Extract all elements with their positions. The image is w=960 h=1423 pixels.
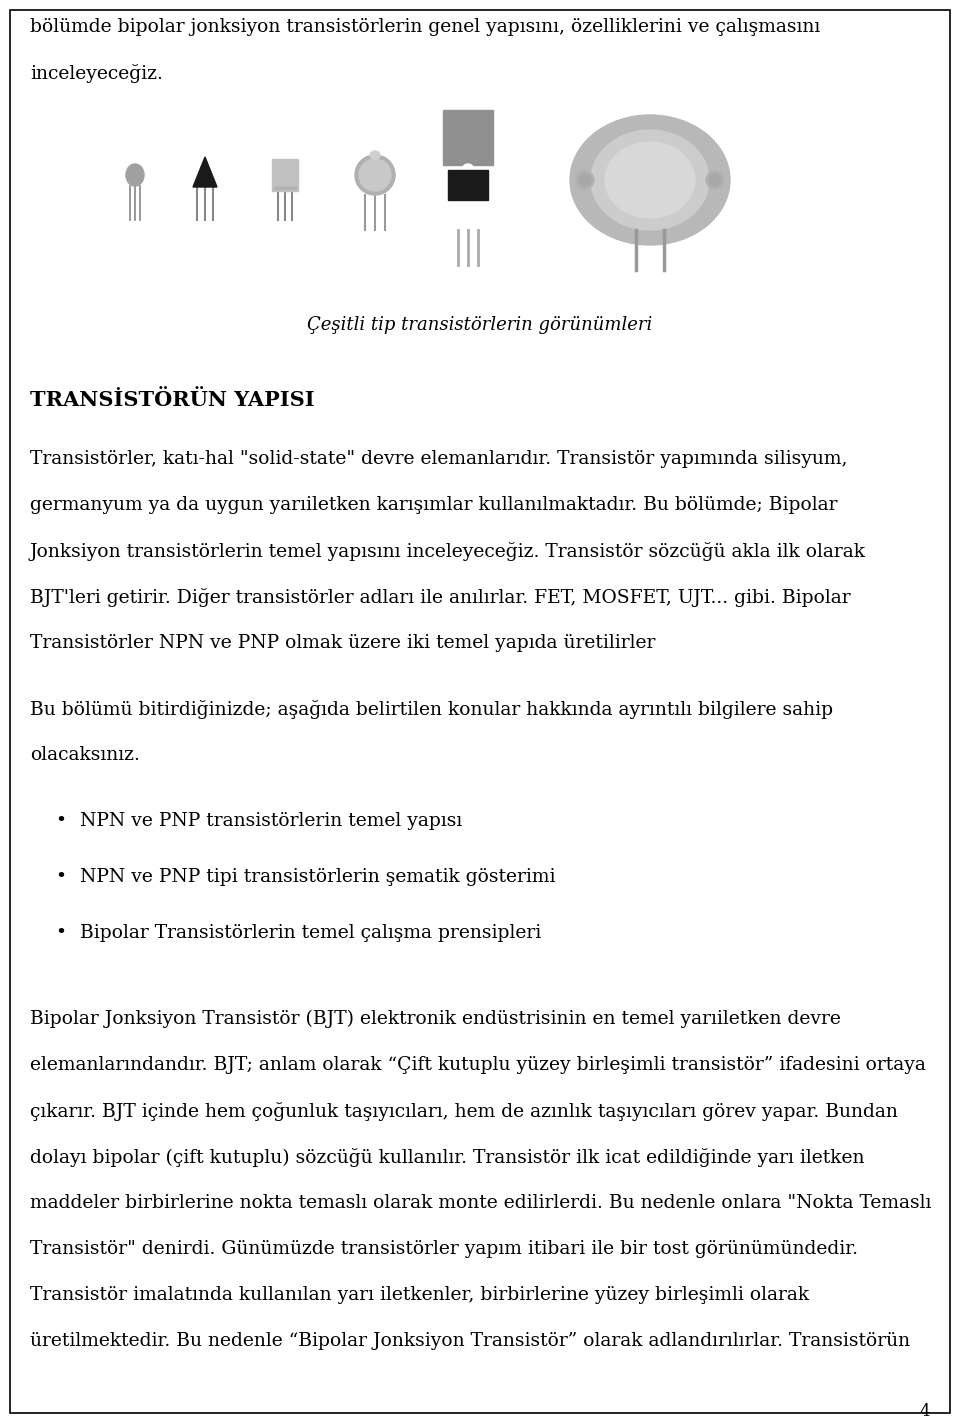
Text: Transistörler NPN ve PNP olmak üzere iki temel yapıda üretilirler: Transistörler NPN ve PNP olmak üzere iki… — [30, 635, 656, 652]
Text: Bu bölümü bitirdiğinizde; aşağıda belirtilen konular hakkında ayrıntılı bilgiler: Bu bölümü bitirdiğinizde; aşağıda belirt… — [30, 700, 833, 719]
Text: NPN ve PNP transistörlerin temel yapısı: NPN ve PNP transistörlerin temel yapısı — [80, 813, 463, 830]
Polygon shape — [193, 157, 217, 186]
Bar — [274, 186, 296, 189]
Ellipse shape — [126, 164, 144, 186]
Text: •: • — [55, 868, 66, 887]
Text: Çeşitli tip transistörlerin görünümleri: Çeşitli tip transistörlerin görünümleri — [307, 316, 653, 334]
Ellipse shape — [576, 171, 594, 189]
Bar — [272, 159, 298, 191]
Text: TRANSİSTÖRÜN YAPISI: TRANSİSTÖRÜN YAPISI — [30, 390, 315, 410]
Text: bölümde bipolar jonksiyon transistörlerin genel yapısını, özelliklerini ve çalış: bölümde bipolar jonksiyon transistörleri… — [30, 18, 820, 36]
Text: Bipolar Transistörlerin temel çalışma prensipleri: Bipolar Transistörlerin temel çalışma pr… — [80, 924, 541, 942]
Ellipse shape — [709, 174, 721, 186]
Ellipse shape — [355, 155, 395, 195]
Bar — [443, 110, 493, 165]
Text: maddeler birbirlerine nokta temaslı olarak monte edilirlerdi. Bu nedenle onlara : maddeler birbirlerine nokta temaslı olar… — [30, 1194, 931, 1212]
Text: BJT'leri getirir. Diğer transistörler adları ile anılırlar. FET, MOSFET, UJT... : BJT'leri getirir. Diğer transistörler ad… — [30, 588, 851, 608]
Ellipse shape — [605, 142, 695, 218]
Text: Transistör" denirdi. Günümüzde transistörler yapım itibari ile bir tost görünümü: Transistör" denirdi. Günümüzde transistö… — [30, 1239, 858, 1258]
Text: •: • — [55, 813, 66, 830]
Text: dolayı bipolar (çift kutuplu) sözcüğü kullanılır. Transistör ilk icat edildiğind: dolayı bipolar (çift kutuplu) sözcüğü ku… — [30, 1148, 865, 1167]
Ellipse shape — [462, 164, 474, 176]
Text: Jonksiyon transistörlerin temel yapısını inceleyeceğiz. Transistör sözcüğü akla : Jonksiyon transistörlerin temel yapısını… — [30, 542, 866, 561]
Ellipse shape — [706, 171, 724, 189]
Ellipse shape — [591, 129, 709, 231]
Text: elemanlarındandır. BJT; anlam olarak “Çift kutuplu yüzey birleşimli transistör” : elemanlarındandır. BJT; anlam olarak “Çi… — [30, 1056, 925, 1074]
Ellipse shape — [570, 115, 730, 245]
Text: germanyum ya da uygun yarıiletken karışımlar kullanılmaktadır. Bu bölümde; Bipol: germanyum ya da uygun yarıiletken karışı… — [30, 497, 837, 514]
Text: çıkarır. BJT içinde hem çoğunluk taşıyıcıları, hem de azınlık taşıyıcıları görev: çıkarır. BJT içinde hem çoğunluk taşıyıc… — [30, 1101, 898, 1121]
Bar — [448, 169, 488, 201]
Text: olacaksınız.: olacaksınız. — [30, 746, 140, 764]
Text: •: • — [55, 924, 66, 942]
Ellipse shape — [359, 159, 391, 191]
Text: inceleyeceğiz.: inceleyeceğiz. — [30, 64, 163, 83]
Text: Transistör imalatında kullanılan yarı iletkenler, birbirlerine yüzey birleşimli : Transistör imalatında kullanılan yarı il… — [30, 1286, 809, 1303]
Text: NPN ve PNP tipi transistörlerin şematik gösterimi: NPN ve PNP tipi transistörlerin şematik … — [80, 868, 556, 887]
Text: Transistörler, katı-hal "solid-state" devre elemanlarıdır. Transistör yapımında : Transistörler, katı-hal "solid-state" de… — [30, 450, 848, 468]
Text: Bipolar Jonksiyon Transistör (BJT) elektronik endüstrisinin en temel yarıiletken: Bipolar Jonksiyon Transistör (BJT) elekt… — [30, 1010, 841, 1029]
Ellipse shape — [370, 151, 380, 159]
Text: üretilmektedir. Bu nedenle “Bipolar Jonksiyon Transistör” olarak adlandırılırlar: üretilmektedir. Bu nedenle “Bipolar Jonk… — [30, 1332, 910, 1350]
Ellipse shape — [579, 174, 591, 186]
Text: 4: 4 — [920, 1403, 930, 1420]
